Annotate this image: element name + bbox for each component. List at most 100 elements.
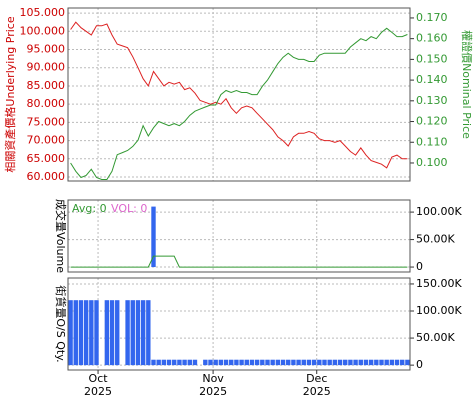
y-tick-label: 70.000: [27, 134, 66, 147]
y-axis-title: 相關資產價格Underlying Price: [3, 16, 17, 172]
plot-frame: [67, 7, 411, 182]
bar: [363, 359, 369, 366]
bar: [291, 359, 296, 366]
bar: [177, 359, 182, 366]
y2-tick-label: 0.110: [416, 135, 448, 148]
y-tick-label: 60.000: [27, 170, 66, 183]
bar: [109, 300, 115, 366]
y2-tick-label: 0.140: [416, 73, 448, 86]
bar: [343, 359, 348, 366]
bar: [135, 300, 141, 366]
bar: [286, 359, 291, 366]
bar: [94, 300, 99, 366]
bar: [389, 359, 395, 366]
y-tick-label: 100.000: [20, 24, 66, 37]
bar: [68, 300, 73, 366]
bar: [400, 359, 405, 366]
bar: [358, 359, 363, 366]
bar: [203, 359, 208, 366]
plot-frame: [67, 277, 411, 371]
bar: [130, 300, 135, 366]
bar: [234, 359, 239, 366]
bar: [89, 300, 94, 366]
bar: [187, 359, 192, 366]
y2-tick-label: 0.160: [416, 32, 448, 45]
bar: [229, 359, 234, 366]
bar: [161, 359, 167, 366]
y2-tick-label: 0.100: [416, 156, 448, 169]
plot-frame: [67, 199, 411, 273]
bar: [192, 359, 198, 366]
bar: [208, 359, 213, 366]
bar: [239, 359, 244, 366]
bar: [244, 359, 249, 366]
y-tick-label: 95.000: [27, 43, 66, 56]
bar: [353, 359, 358, 366]
x-tick-label: Nov: [202, 372, 224, 385]
bar: [317, 359, 322, 366]
y2-tick-label: 0.120: [416, 115, 448, 128]
bar: [322, 359, 327, 366]
bar: [104, 300, 110, 366]
y2-tick-label: 0.170: [416, 11, 448, 24]
bar: [146, 300, 151, 366]
bar: [384, 359, 389, 366]
bar: [306, 359, 312, 366]
y-tick-label: 105.000: [20, 6, 66, 19]
y-tick-label: 85.000: [27, 79, 66, 92]
y-tick-label: 150.00K: [416, 277, 462, 290]
bar: [218, 359, 224, 366]
y-tick-label: 0: [416, 260, 423, 273]
bar: [368, 359, 374, 366]
bar: [280, 359, 286, 366]
bar: [374, 359, 379, 366]
bar: [337, 359, 343, 366]
legend-text: VOL: 0: [111, 202, 147, 215]
plot-area: [68, 278, 410, 370]
bar: [254, 359, 260, 366]
bar: [73, 300, 78, 366]
bar: [223, 359, 229, 366]
bar: [301, 359, 306, 366]
y-axis-title: 成交量Volume: [54, 199, 68, 273]
bar: [115, 300, 120, 366]
bar: [156, 359, 161, 366]
bar: [379, 359, 384, 366]
bar: [327, 359, 332, 366]
y-axis-title: 街貨量O/S Qty.: [54, 285, 68, 362]
y-tick-label: 100.00K: [416, 304, 462, 317]
bar: [265, 359, 270, 366]
bar: [151, 206, 156, 268]
bar: [83, 300, 89, 366]
bar: [394, 359, 400, 366]
y-tick-label: 80.000: [27, 97, 66, 110]
line: [70, 27, 408, 180]
x-tick-label: Oct: [89, 372, 109, 385]
bar: [140, 300, 146, 366]
bar: [249, 359, 255, 366]
line: [70, 255, 408, 268]
x-tick-sublabel: 2025: [199, 385, 227, 398]
y-tick-label: 100.00K: [416, 205, 462, 218]
bar: [260, 359, 265, 366]
y2-axis-title: 權證價Nominal Price: [460, 30, 474, 139]
bar: [405, 359, 410, 366]
line: [70, 21, 408, 169]
y-tick-label: 90.000: [27, 61, 66, 74]
legend-text: Avg: 0: [72, 202, 107, 215]
y-tick-label: 75.000: [27, 115, 66, 128]
bar: [78, 300, 84, 366]
bar: [172, 359, 177, 366]
bar: [311, 359, 317, 366]
bar: [270, 359, 275, 366]
y2-tick-label: 0.130: [416, 94, 448, 107]
bar: [213, 359, 218, 366]
bar: [182, 359, 187, 366]
bar: [166, 359, 172, 366]
bar: [125, 300, 130, 366]
x-tick-sublabel: 2025: [84, 385, 112, 398]
bar: [332, 359, 338, 366]
y-tick-label: 0: [416, 358, 423, 371]
y-tick-label: 50.00K: [416, 233, 455, 246]
